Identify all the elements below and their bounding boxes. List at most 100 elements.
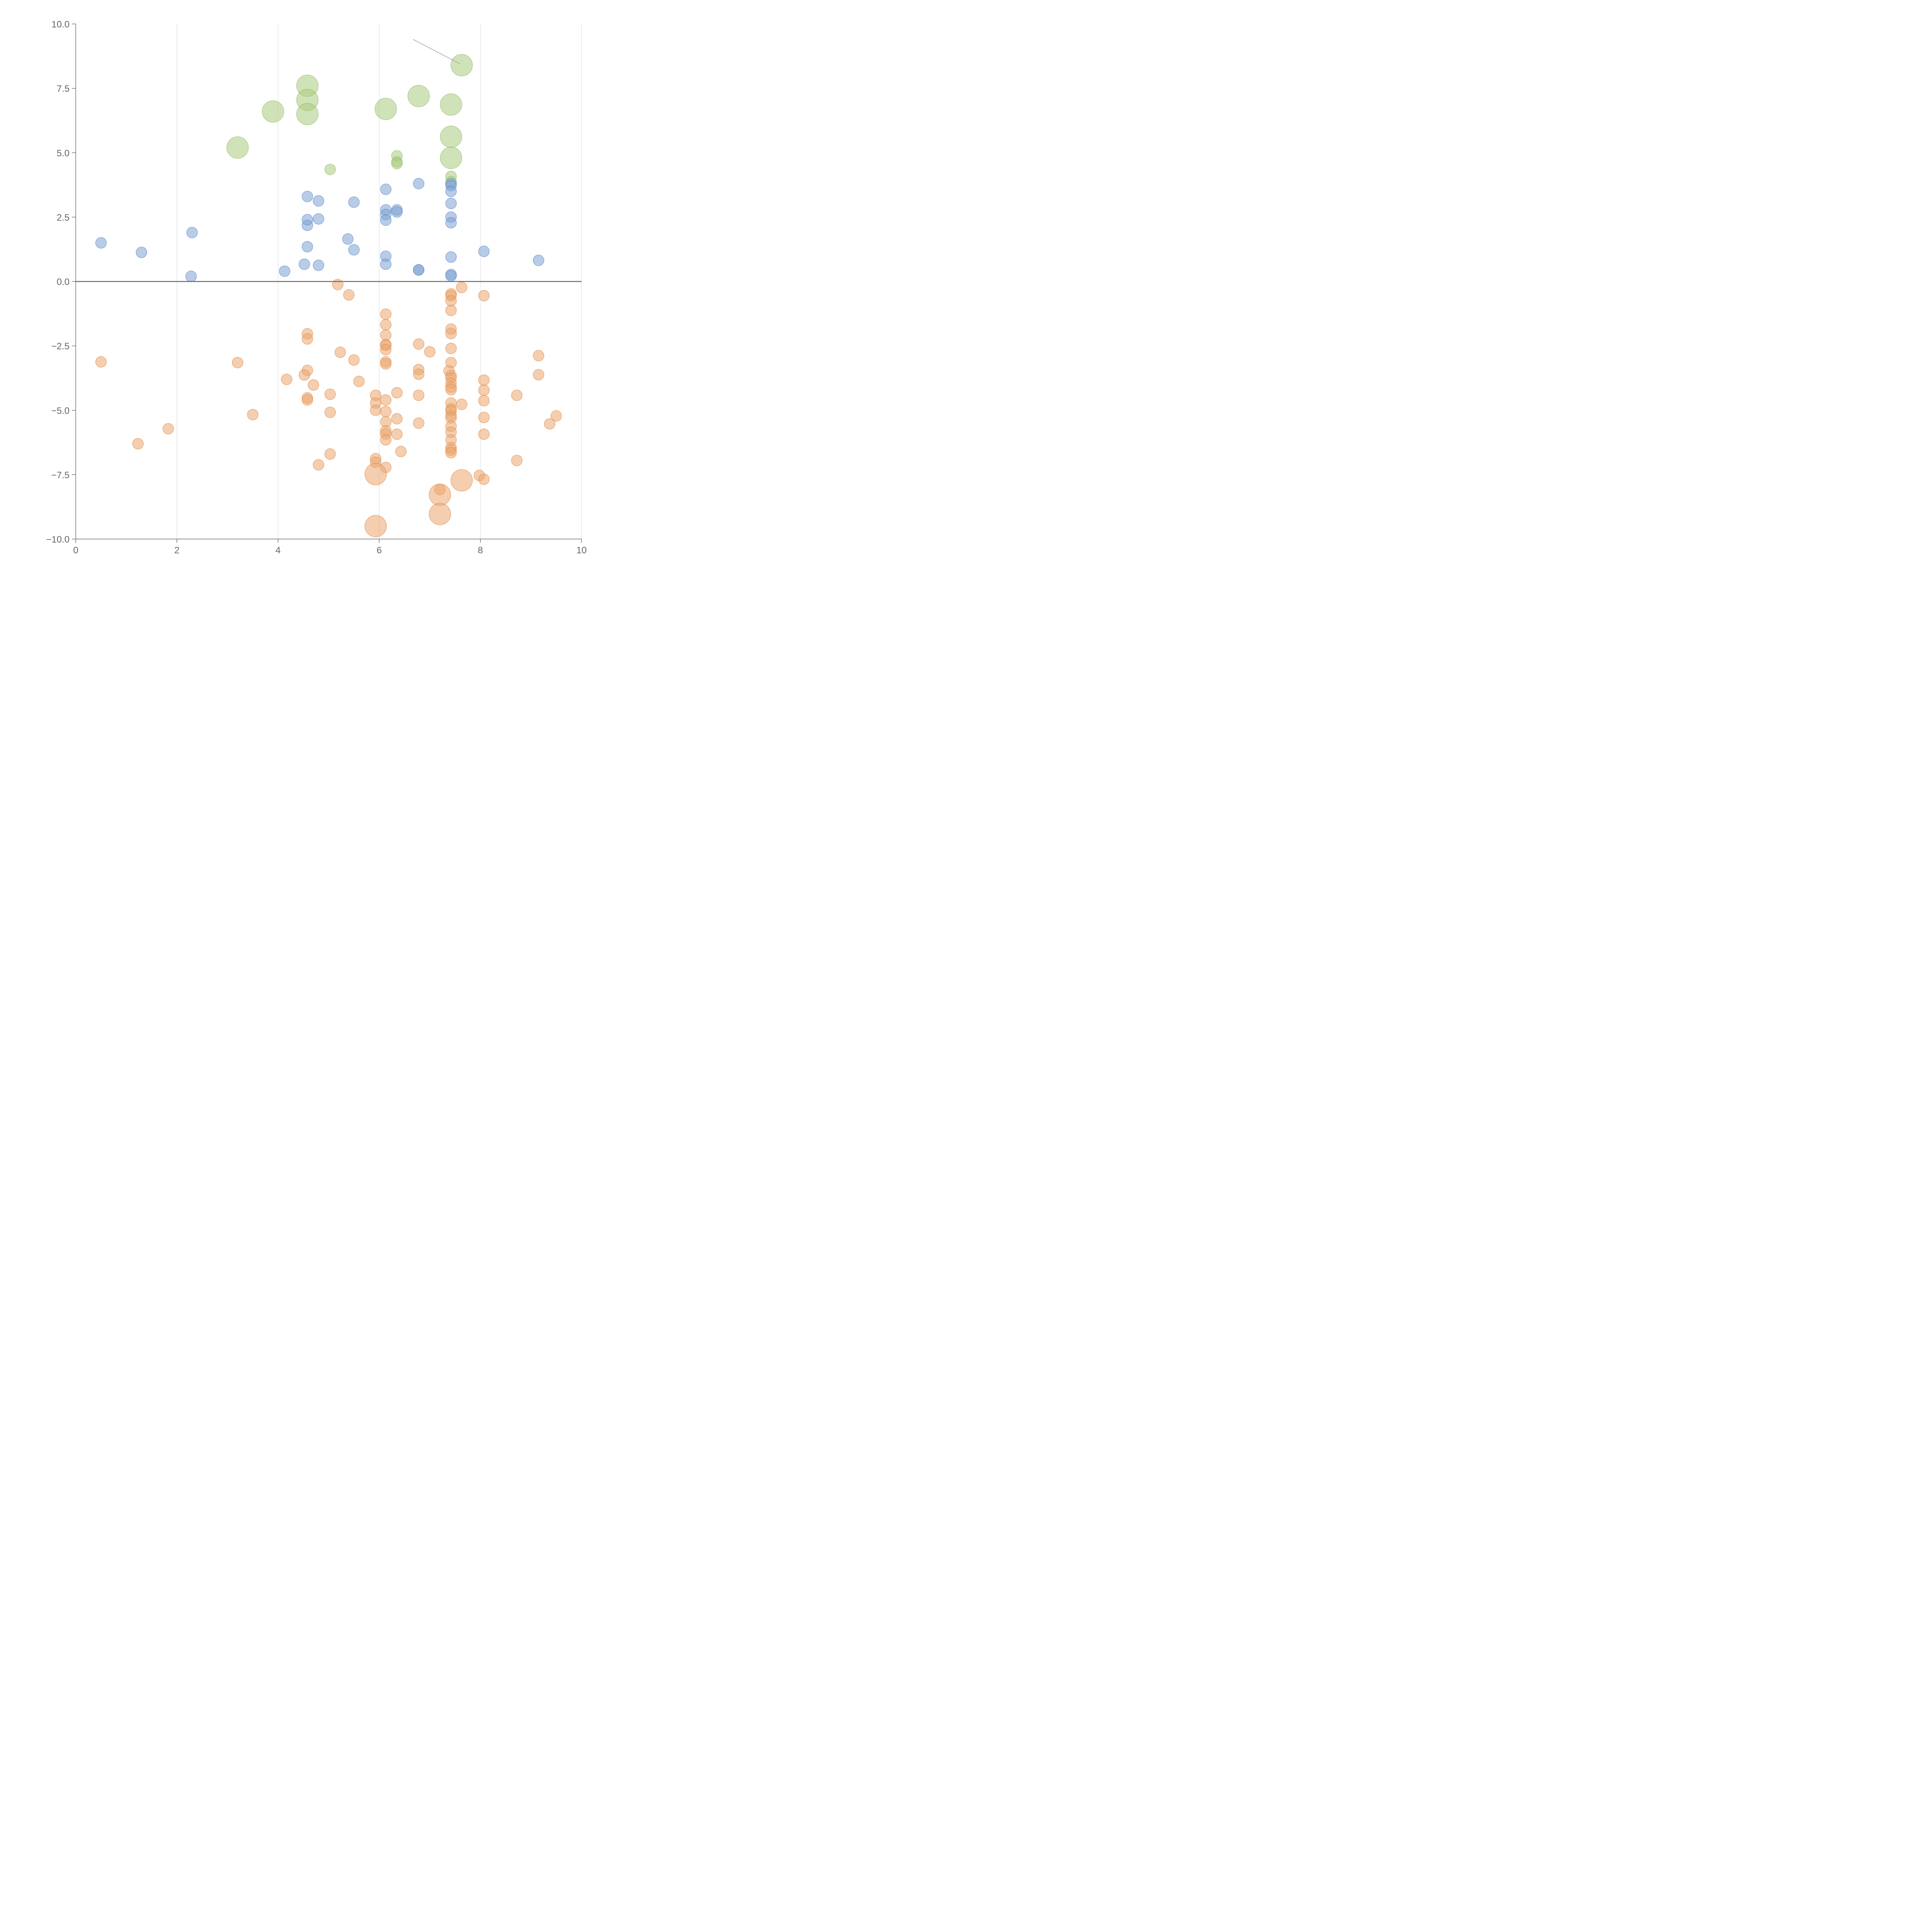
y-tick-label: 2.5 <box>57 213 70 223</box>
data-point-blue <box>301 214 313 226</box>
data-point-orange <box>532 350 544 362</box>
data-point-orange <box>451 469 473 492</box>
data-point-blue <box>185 270 197 282</box>
data-point-blue <box>445 197 457 209</box>
data-point-blue <box>279 265 291 277</box>
data-point-blue <box>445 185 457 197</box>
data-point-blue <box>313 259 325 271</box>
data-point-orange <box>343 289 355 301</box>
data-point-green <box>374 98 397 120</box>
data-point-blue <box>391 206 403 218</box>
data-point-blue <box>348 196 360 208</box>
data-point-orange <box>380 394 392 406</box>
data-point-orange <box>380 319 392 331</box>
data-point-orange <box>413 389 425 401</box>
x-tick-label: 2 <box>174 545 179 556</box>
data-points <box>95 54 562 537</box>
data-point-orange <box>298 369 310 381</box>
data-point-blue <box>445 270 457 282</box>
data-point-orange <box>364 463 387 485</box>
y-tick-label: 0.0 <box>57 277 70 287</box>
data-point-orange <box>445 384 457 396</box>
data-point-orange <box>380 329 392 341</box>
data-point-blue <box>342 233 354 245</box>
data-point-orange <box>380 358 392 370</box>
data-point-orange <box>544 418 556 430</box>
axes <box>75 24 582 539</box>
x-tick-label: 10 <box>577 545 587 556</box>
data-point-orange <box>391 428 403 440</box>
data-point-blue <box>413 264 425 276</box>
data-point-orange <box>511 454 523 466</box>
x-tick-label: 6 <box>377 545 382 556</box>
data-point-blue <box>313 195 325 207</box>
data-point-orange <box>413 368 425 380</box>
data-point-orange <box>324 448 336 460</box>
data-point-orange <box>364 515 387 537</box>
data-point-blue <box>380 184 392 195</box>
data-point-orange <box>456 398 468 410</box>
data-point-orange <box>324 388 336 400</box>
data-point-orange <box>445 343 457 354</box>
data-point-orange <box>324 406 336 418</box>
data-point-blue <box>478 245 490 257</box>
data-point-orange <box>162 423 174 435</box>
data-point-orange <box>313 459 325 471</box>
data-point-orange <box>478 384 490 396</box>
data-point-blue <box>413 178 425 189</box>
data-point-orange <box>395 446 407 457</box>
data-point-blue <box>95 237 107 249</box>
data-point-blue <box>380 214 392 226</box>
data-point-orange <box>550 410 562 422</box>
data-point-orange <box>456 282 468 293</box>
data-point-orange <box>301 394 313 406</box>
data-point-blue <box>298 259 310 270</box>
data-point-blue <box>313 213 325 225</box>
data-point-blue <box>380 259 392 270</box>
data-point-orange <box>478 473 490 485</box>
data-point-orange <box>429 503 451 526</box>
data-point-orange <box>429 483 451 506</box>
data-point-blue <box>445 251 457 263</box>
data-point-green <box>226 136 249 159</box>
data-point-orange <box>445 304 457 316</box>
data-point-orange <box>532 369 544 381</box>
data-point-orange <box>478 290 490 301</box>
data-point-green <box>296 103 319 126</box>
data-point-orange <box>132 438 144 450</box>
data-point-green <box>262 100 284 123</box>
y-tick-label: 10.0 <box>51 19 70 30</box>
data-point-orange <box>478 412 490 423</box>
data-point-orange <box>281 374 293 385</box>
data-point-green <box>440 146 463 169</box>
data-point-orange <box>511 389 523 401</box>
data-point-orange <box>232 357 243 369</box>
data-point-green <box>440 93 463 116</box>
data-point-orange <box>413 338 425 350</box>
y-tick-label: −2.5 <box>51 341 70 352</box>
data-point-orange <box>380 434 392 446</box>
data-point-orange <box>95 356 107 368</box>
data-point-blue <box>301 190 313 202</box>
data-point-orange <box>391 387 403 399</box>
y-tick-label: 5.0 <box>57 148 70 158</box>
data-point-orange <box>391 413 403 425</box>
data-point-blue <box>348 244 360 256</box>
data-point-orange <box>247 409 259 420</box>
data-point-orange <box>353 376 365 387</box>
data-point-orange <box>445 447 457 459</box>
data-point-orange <box>413 417 425 429</box>
y-tick-label: 7.5 <box>57 84 70 94</box>
data-point-orange <box>332 279 344 291</box>
y-tick-label: −7.5 <box>51 470 70 480</box>
annotation-leader-line <box>413 39 461 65</box>
data-point-orange <box>445 295 457 307</box>
data-point-orange <box>301 333 313 345</box>
data-point-green <box>324 163 336 175</box>
data-point-orange <box>370 405 381 416</box>
data-point-blue <box>532 255 544 266</box>
y-tick-label: −5.0 <box>51 406 70 416</box>
data-point-blue <box>136 247 147 258</box>
data-point-orange <box>478 395 490 406</box>
y-axis-ticks: 10.0 7.5 5.0 2.5 0.0 −2.5 −5.0 −7.5 −10.… <box>46 19 76 545</box>
